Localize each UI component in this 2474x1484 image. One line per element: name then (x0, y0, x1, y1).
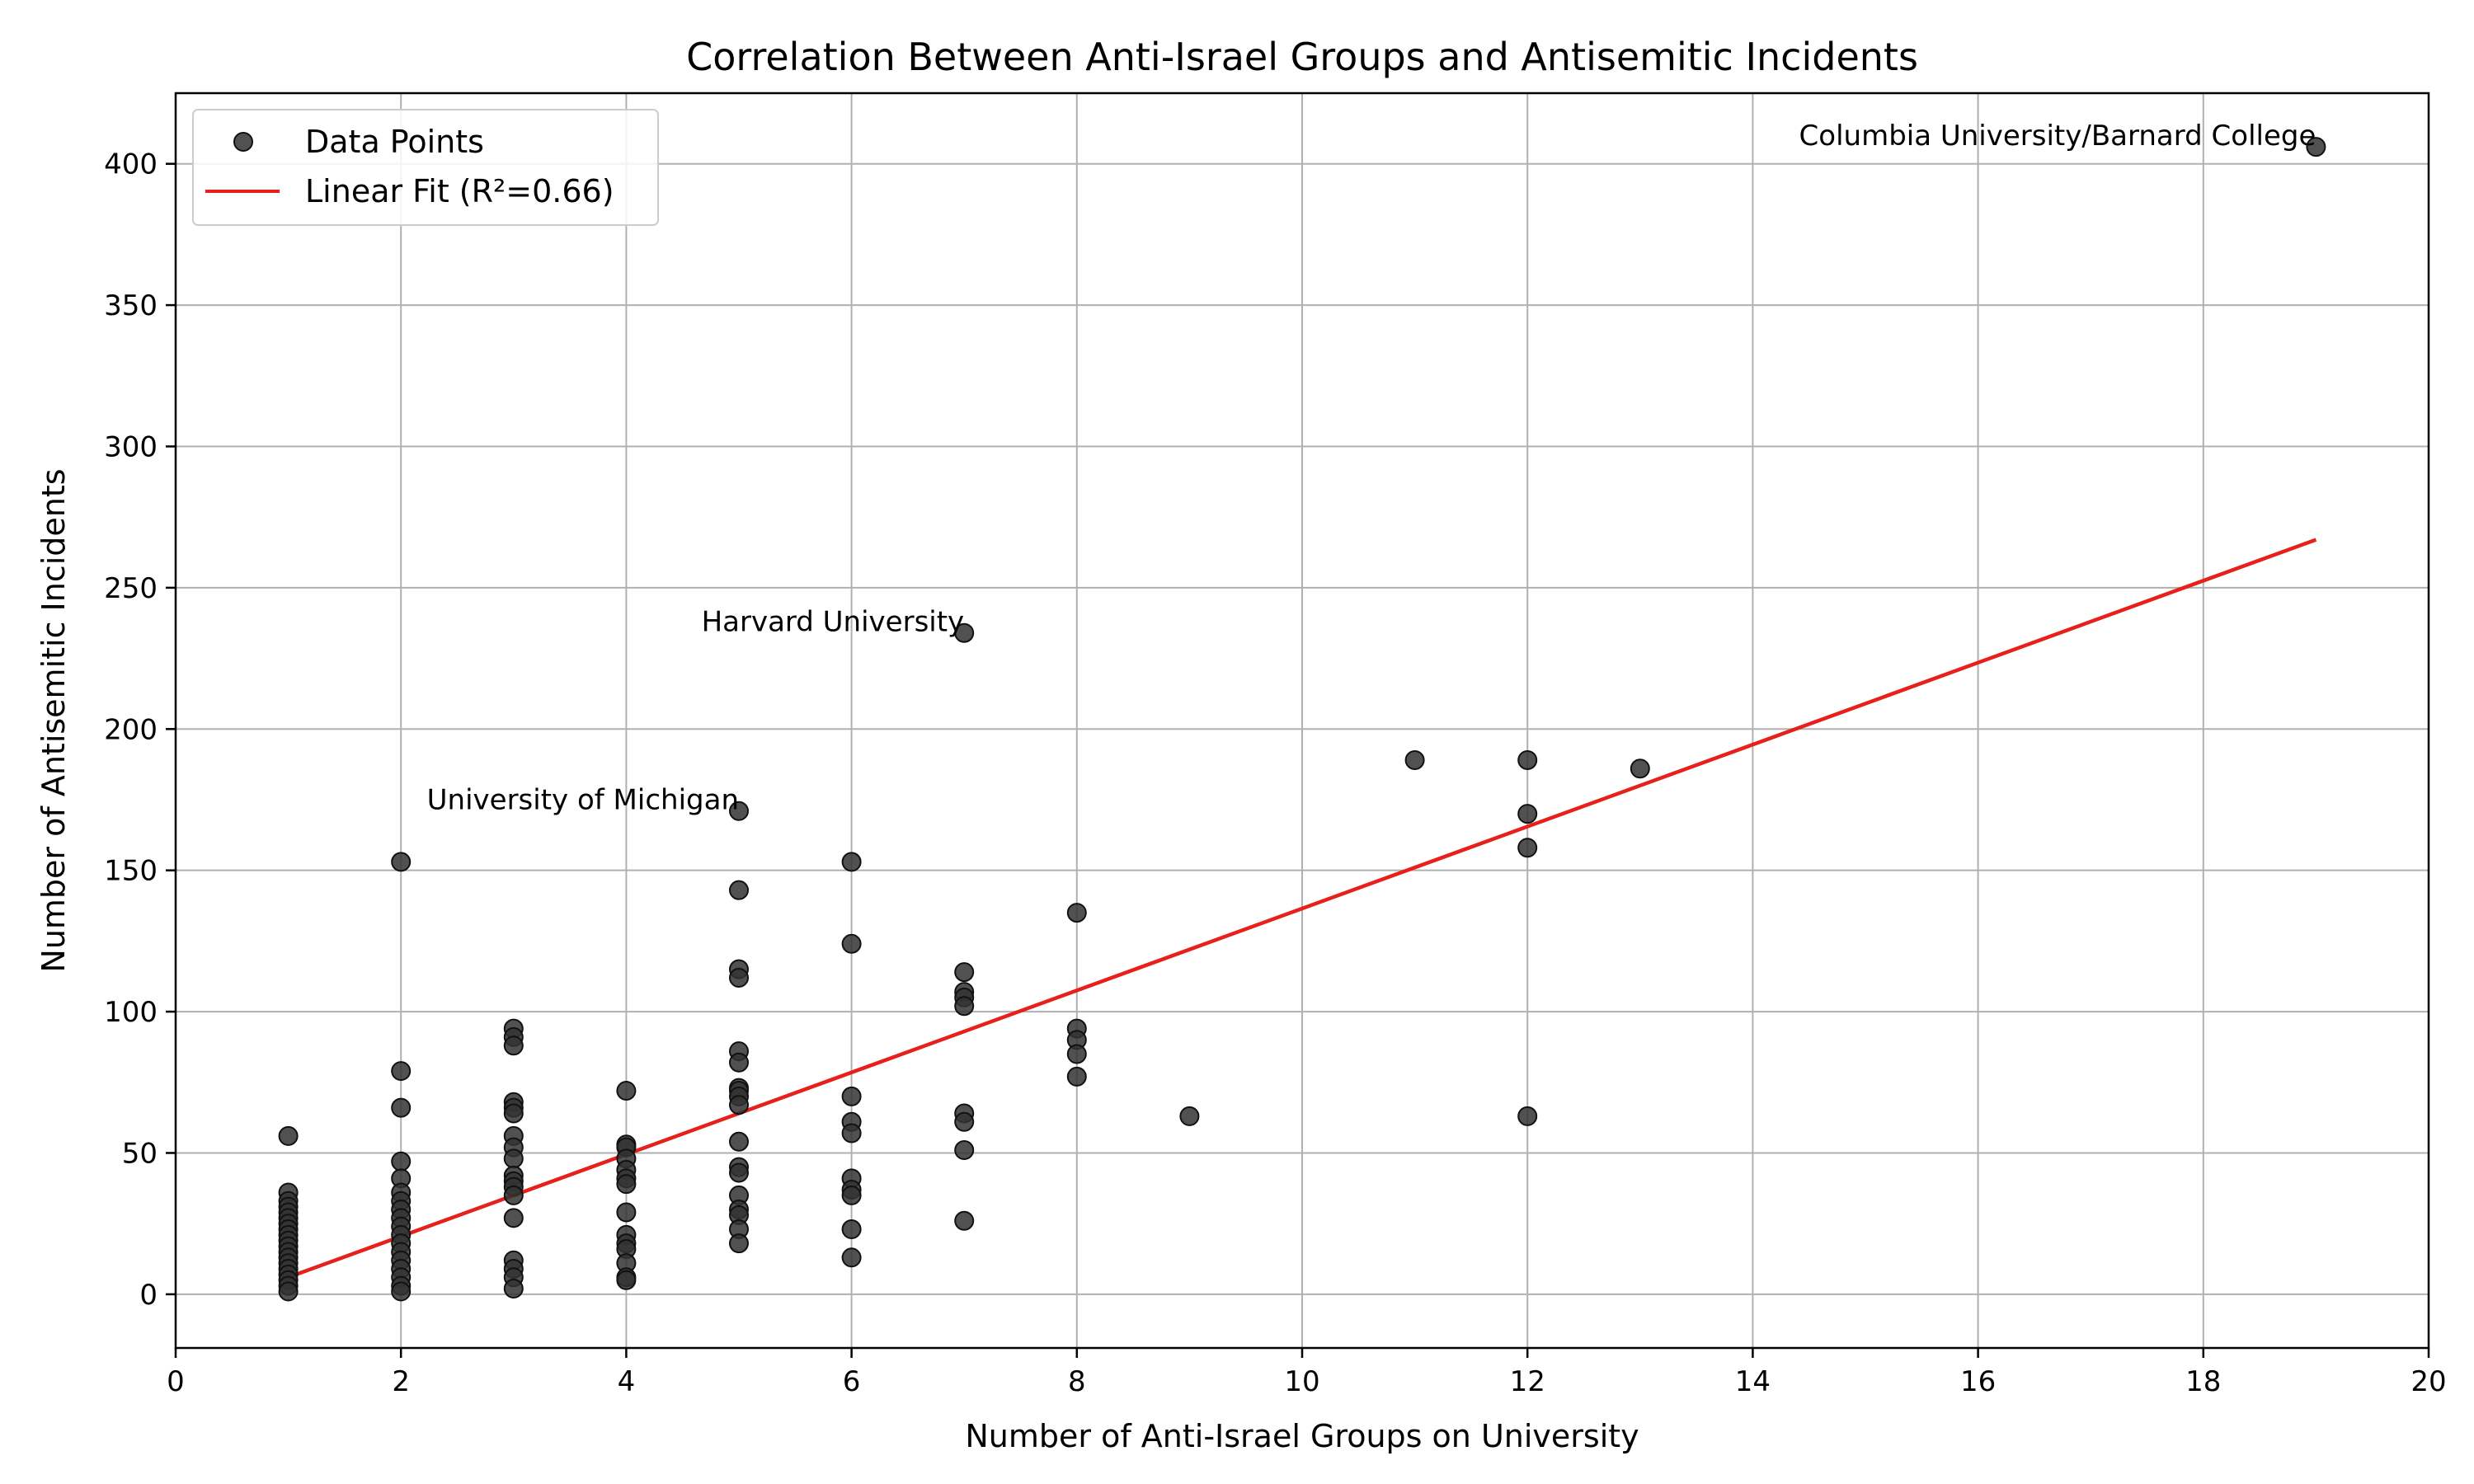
data-point (729, 1095, 749, 1115)
data-point (1066, 903, 1087, 923)
data-point (503, 1103, 524, 1124)
data-point (954, 622, 975, 643)
x-tick-label: 0 (167, 1365, 185, 1398)
chart-title: Correlation Between Anti-Israel Groups a… (686, 35, 1918, 79)
data-point (1517, 749, 1538, 770)
legend: Data Points Linear Fit (R²=0.66) (192, 109, 659, 226)
data-point (1066, 1044, 1087, 1064)
y-tick-label: 350 (104, 289, 158, 322)
y-tick-label: 100 (104, 996, 158, 1029)
data-point (503, 1148, 524, 1169)
y-tick-label: 250 (104, 572, 158, 605)
data-point (841, 1219, 862, 1240)
y-tick-label: 400 (104, 148, 158, 181)
data-point (841, 852, 862, 872)
points-layer (278, 137, 2326, 1302)
data-point (503, 1279, 524, 1299)
data-point (503, 1185, 524, 1205)
x-tick-label: 6 (843, 1365, 861, 1398)
point-annotation: Harvard University (702, 606, 965, 639)
y-tick-label: 0 (139, 1279, 158, 1312)
x-tick-label: 18 (2185, 1365, 2221, 1398)
data-point (954, 1140, 975, 1161)
data-point (391, 852, 412, 872)
data-point (729, 1131, 749, 1152)
data-point (391, 1151, 412, 1172)
data-point (1517, 804, 1538, 824)
data-point (391, 1061, 412, 1082)
legend-label-linear-fit: Linear Fit (R²=0.66) (305, 173, 614, 209)
x-tick-label: 14 (1735, 1365, 1771, 1398)
point-annotation: Columbia University/Barnard College (1799, 120, 2316, 153)
data-point (729, 880, 749, 900)
data-point (616, 1202, 637, 1223)
legend-box (192, 109, 659, 226)
data-point (616, 1174, 637, 1195)
y-tick-label: 50 (122, 1137, 158, 1170)
data-point (954, 1210, 975, 1231)
data-point (729, 801, 749, 821)
data-point (1517, 1106, 1538, 1126)
y-tick-label: 300 (104, 430, 158, 463)
data-point (954, 962, 975, 983)
data-point (1179, 1106, 1200, 1126)
x-tick-label: 4 (618, 1365, 636, 1398)
data-point (841, 1247, 862, 1268)
x-tick-label: 2 (392, 1365, 410, 1398)
data-point (729, 1233, 749, 1254)
data-point (503, 1208, 524, 1228)
x-tick-label: 8 (1068, 1365, 1086, 1398)
data-point (278, 1125, 299, 1146)
data-point (391, 1097, 412, 1118)
y-tick-label: 150 (104, 855, 158, 888)
data-point (616, 1081, 637, 1101)
legend-label-data-points: Data Points (305, 124, 484, 160)
legend-marker-data-points (233, 132, 253, 152)
annotation-layer: Columbia University/Barnard College Harva… (427, 120, 2316, 817)
data-point (1630, 758, 1650, 779)
data-point (729, 1052, 749, 1073)
data-point (503, 1036, 524, 1056)
data-point (2306, 137, 2326, 157)
data-point (841, 1123, 862, 1144)
data-point (841, 933, 862, 954)
x-tick-label: 20 (2411, 1365, 2446, 1398)
x-tick-label: 10 (1284, 1365, 1319, 1398)
x-axis: 0 2 4 6 8 10 12 14 16 18 20 (167, 1348, 2447, 1398)
data-point (954, 996, 975, 1017)
x-tick-label: 12 (1510, 1365, 1545, 1398)
data-point (1404, 749, 1425, 770)
data-point (729, 1162, 749, 1183)
data-point (1517, 838, 1538, 858)
y-tick-label: 200 (104, 713, 158, 746)
data-point (391, 1281, 412, 1302)
data-point (278, 1281, 299, 1302)
y-axis: 0 50 100 150 200 250 300 350 400 (104, 148, 176, 1312)
data-point (841, 1086, 862, 1106)
data-point (954, 1111, 975, 1132)
x-axis-label: Number of Anti-Israel Groups on Universi… (965, 1418, 1639, 1454)
x-tick-label: 16 (1960, 1365, 1996, 1398)
y-axis-label: Number of Antisemitic Incidents (35, 468, 72, 972)
point-annotation: University of Michigan (427, 784, 739, 817)
data-point (841, 1185, 862, 1205)
data-point (729, 967, 749, 988)
data-point (616, 1270, 637, 1290)
data-point (1066, 1066, 1087, 1087)
